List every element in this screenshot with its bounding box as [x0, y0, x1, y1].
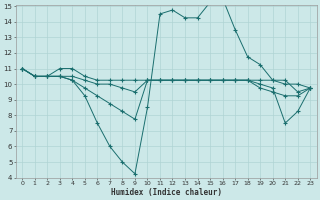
- X-axis label: Humidex (Indice chaleur): Humidex (Indice chaleur): [111, 188, 222, 197]
